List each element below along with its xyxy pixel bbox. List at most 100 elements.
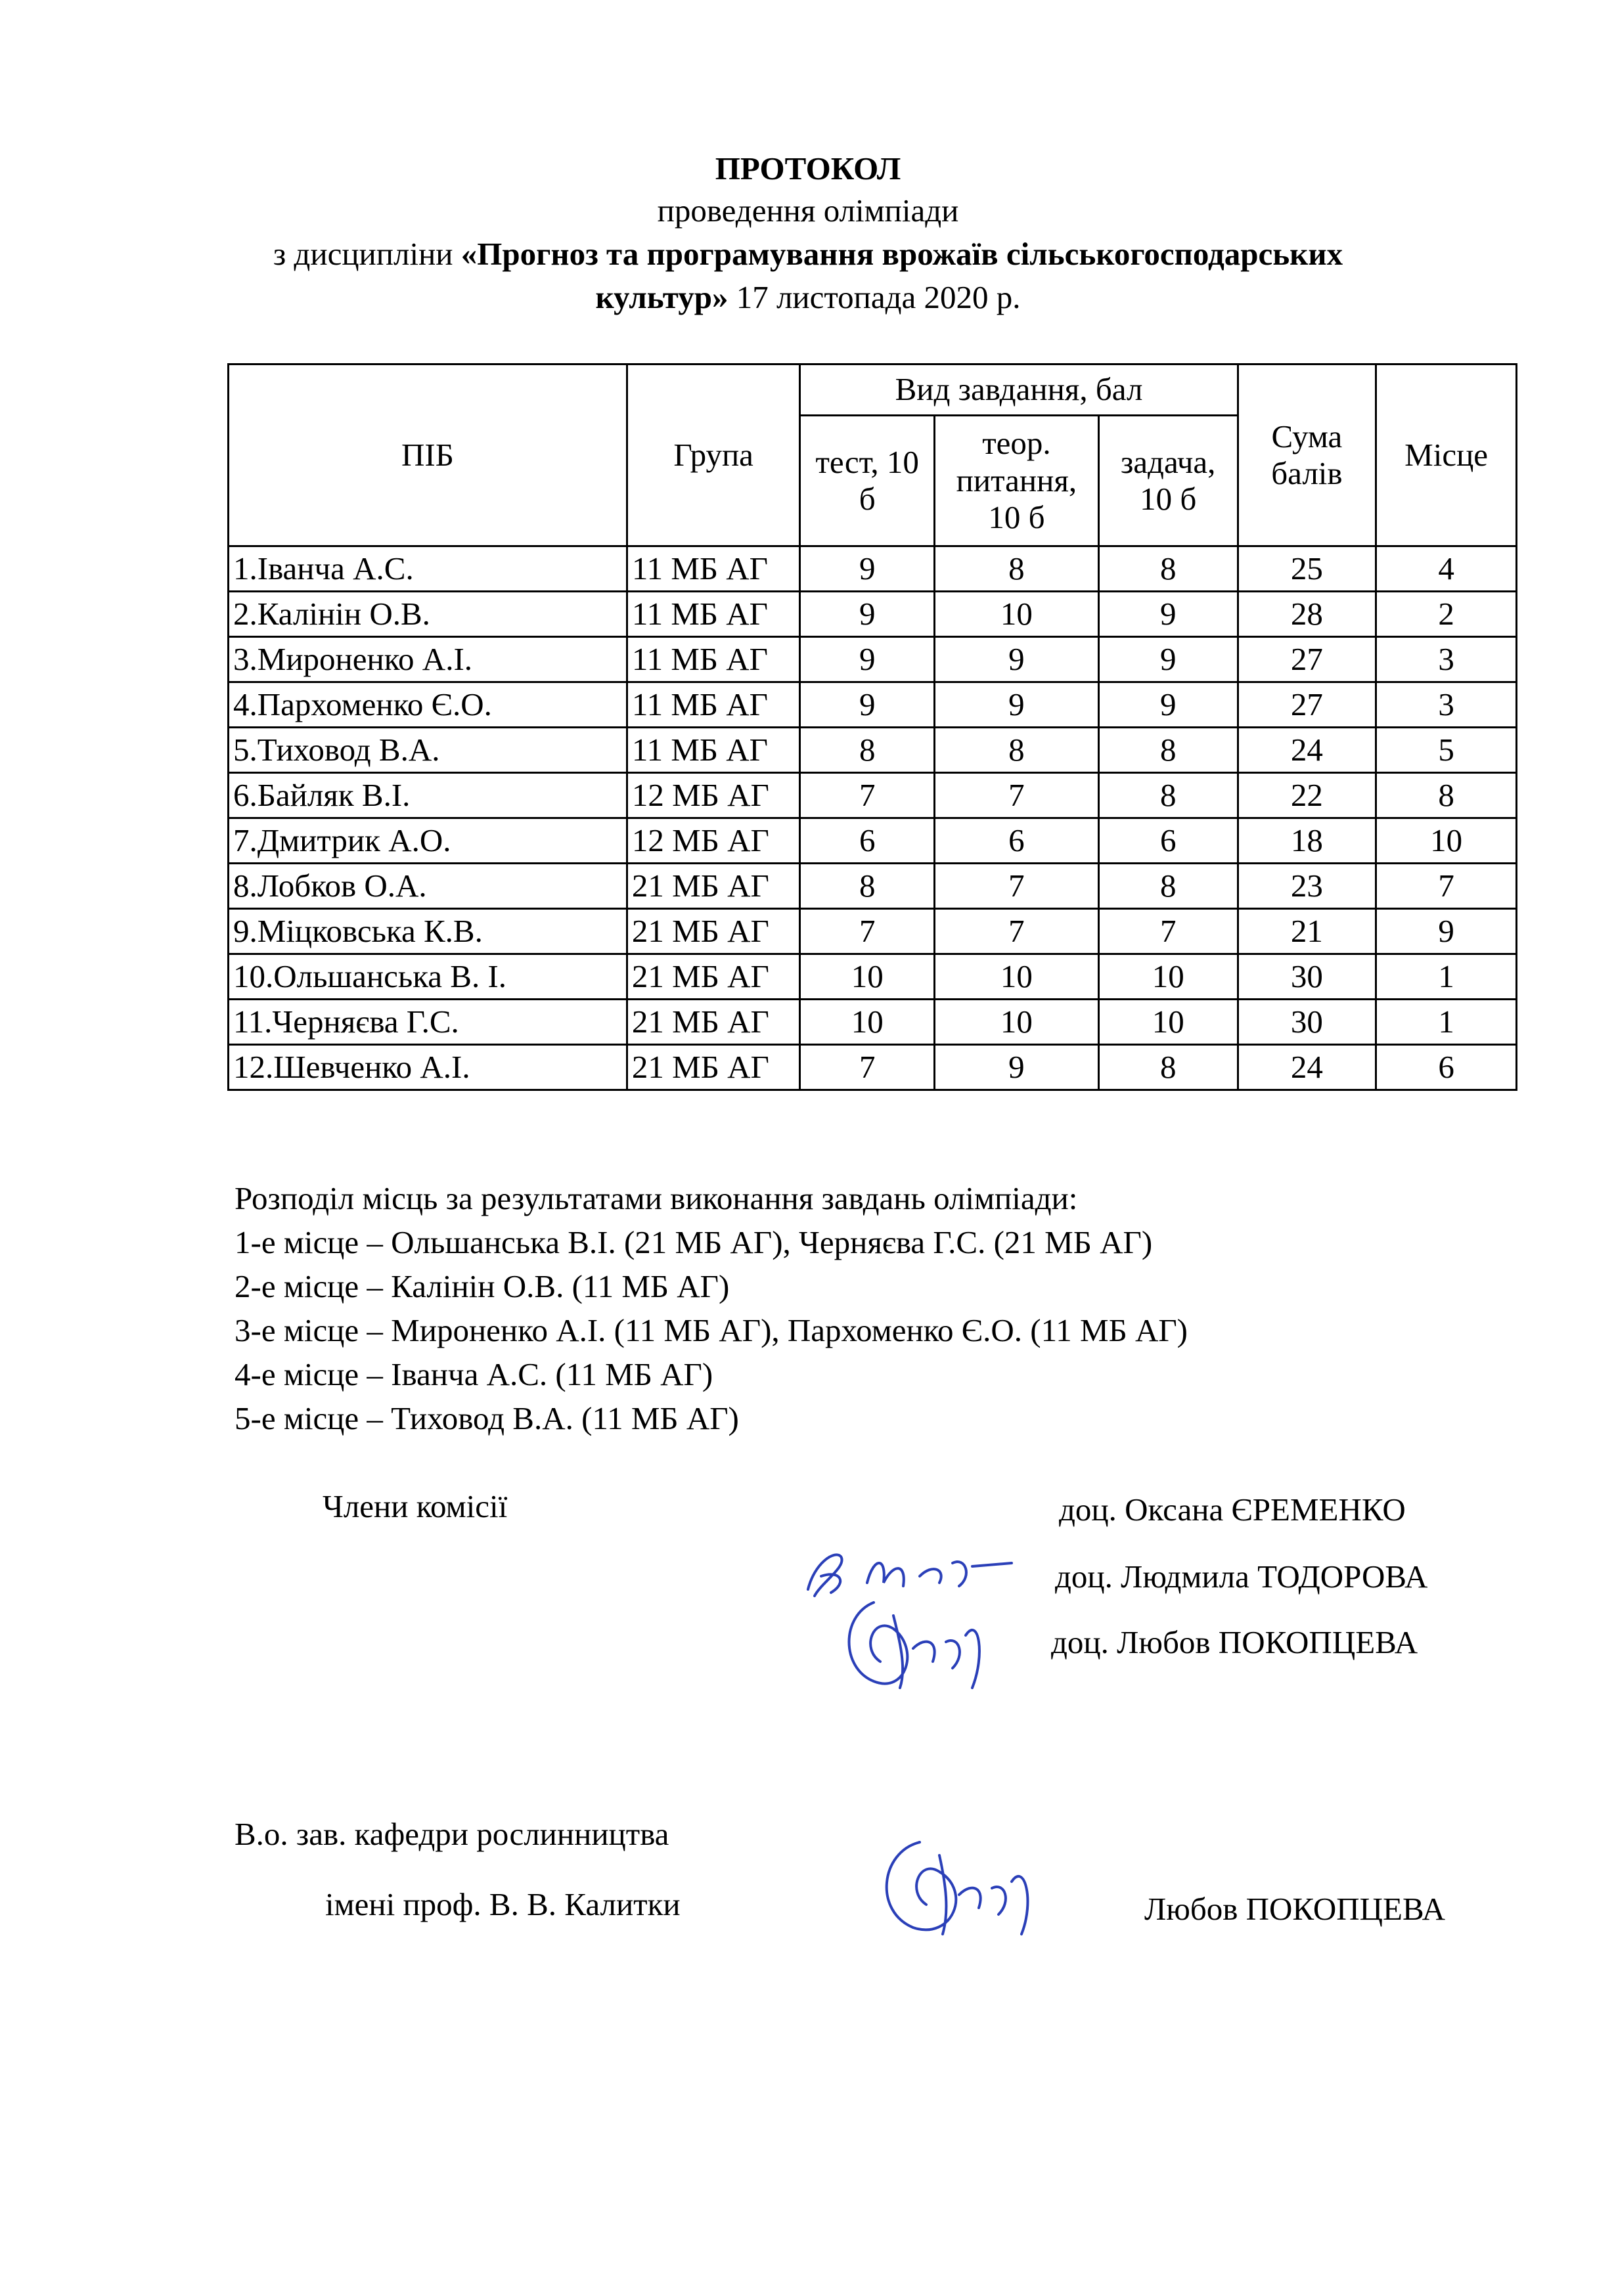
cell-name: 4.Пархоменко Є.О.: [227, 681, 628, 728]
cell-total: 25: [1236, 545, 1378, 592]
cell-group: 12 МБ АГ: [625, 817, 801, 864]
cell-place: 1: [1375, 998, 1517, 1046]
cell-test: 9: [799, 636, 936, 683]
cell-name: 1.Іванча А.С.: [227, 545, 628, 592]
cell-test: 9: [799, 590, 936, 638]
head-name: Любов ПОКОПЦЕВА: [1144, 1891, 1445, 1927]
header-test: тест, 10 б: [799, 414, 936, 547]
cell-problem: 9: [1097, 681, 1239, 728]
cell-total: 30: [1236, 953, 1378, 1000]
cell-total: 27: [1236, 681, 1378, 728]
cell-theory: 8: [933, 545, 1100, 592]
cell-problem: 6: [1097, 817, 1239, 864]
cell-place: 8: [1375, 772, 1517, 819]
cell-theory: 9: [933, 1044, 1100, 1091]
cell-theory: 9: [933, 636, 1100, 683]
doc-title: ПРОТОКОЛ: [715, 150, 901, 187]
cell-theory: 7: [933, 908, 1100, 955]
cell-place: 2: [1375, 590, 1517, 638]
cell-group: 12 МБ АГ: [625, 772, 801, 819]
table-row: 10.Ольшанська В. І. 21 МБ АГ 10 10 10 30 1: [227, 953, 1517, 1000]
cell-place: 7: [1375, 862, 1517, 910]
commission-member: доц. Любов ПОКОПЦЕВА: [1051, 1624, 1418, 1660]
header-theory: теор. питання, 10 б: [933, 414, 1100, 547]
cell-test: 7: [799, 908, 936, 955]
cell-group: 11 МБ АГ: [625, 636, 801, 683]
cell-total: 18: [1236, 817, 1378, 864]
commission-label: Члени комісії: [323, 1488, 508, 1524]
cell-test: 9: [799, 545, 936, 592]
table-row: 5.Тиховод В.А. 11 МБ АГ 8 8 8 24 5: [227, 726, 1517, 774]
cell-test: 7: [799, 772, 936, 819]
discipline-name: «Прогноз та програмування врожаїв сільсь…: [460, 236, 1343, 272]
cell-test: 10: [799, 953, 936, 1000]
cell-name: 9.Міцковська К.В.: [227, 908, 628, 955]
head-title-cont: імені проф. В. В. Калитки: [325, 1886, 681, 1922]
cell-theory: 9: [933, 681, 1100, 728]
signature-pokoptseva: [847, 1601, 981, 1689]
table-row: 2.Калінін О.В. 11 МБ АГ 9 10 9 28 2: [227, 590, 1517, 638]
signature-head: [885, 1841, 1029, 1935]
cell-problem: 9: [1097, 636, 1239, 683]
table-row: 9.Міцковська К.В. 21 МБ АГ 7 7 7 21 9: [227, 908, 1517, 955]
summary-line: 4-е місце – Іванча А.С. (11 МБ АГ): [235, 1356, 713, 1392]
cell-theory: 10: [933, 590, 1100, 638]
olympiad-date: 17 листопада 2020 р.: [728, 279, 1021, 315]
cell-place: 3: [1375, 681, 1517, 728]
cell-theory: 7: [933, 862, 1100, 910]
cell-total: 21: [1236, 908, 1378, 955]
cell-name: 11.Черняєва Г.С.: [227, 998, 628, 1046]
cell-group: 21 МБ АГ: [625, 998, 801, 1046]
cell-group: 11 МБ АГ: [625, 545, 801, 592]
cell-group: 11 МБ АГ: [625, 726, 801, 774]
cell-test: 10: [799, 998, 936, 1046]
commission-member: доц. Оксана ЄРЕМЕНКО: [1059, 1491, 1406, 1528]
cell-total: 30: [1236, 998, 1378, 1046]
cell-test: 7: [799, 1044, 936, 1091]
cell-group: 11 МБ АГ: [625, 590, 801, 638]
cell-problem: 8: [1097, 1044, 1239, 1091]
table-row: 7.Дмитрик А.О. 12 МБ АГ 6 6 6 18 10: [227, 817, 1517, 864]
summary-line: 2-е місце – Калінін О.В. (11 МБ АГ): [235, 1268, 730, 1304]
header-total: Сума балів: [1236, 363, 1378, 547]
cell-total: 23: [1236, 862, 1378, 910]
cell-test: 8: [799, 726, 936, 774]
cell-total: 22: [1236, 772, 1378, 819]
table-row: 1.Іванча А.С. 11 МБ АГ 9 8 8 25 4: [227, 545, 1517, 592]
cell-theory: 10: [933, 953, 1100, 1000]
cell-problem: 8: [1097, 545, 1239, 592]
cell-name: 12.Шевченко А.І.: [227, 1044, 628, 1091]
cell-place: 10: [1375, 817, 1517, 864]
cell-name: 3.Мироненко А.І.: [227, 636, 628, 683]
discipline-line-2: культур» 17 листопада 2020 р.: [0, 278, 1616, 316]
summary-line: 3-е місце – Мироненко А.І. (11 МБ АГ), П…: [235, 1312, 1188, 1348]
summary-line: 1-е місце – Ольшанська В.І. (21 МБ АГ), …: [235, 1224, 1153, 1260]
cell-test: 8: [799, 862, 936, 910]
cell-place: 3: [1375, 636, 1517, 683]
table-row: 8.Лобков О.А. 21 МБ АГ 8 7 8 23 7: [227, 862, 1517, 910]
cell-name: 2.Калінін О.В.: [227, 590, 628, 638]
cell-total: 28: [1236, 590, 1378, 638]
results-table: ПІБ Група Вид завдання, бал Сума балів М…: [227, 363, 1517, 1091]
cell-problem: 10: [1097, 998, 1239, 1046]
discipline-line-1: з дисципліни «Прогноз та програмування в…: [0, 235, 1616, 273]
cell-total: 27: [1236, 636, 1378, 683]
cell-total: 24: [1236, 1044, 1378, 1091]
cell-group: 21 МБ АГ: [625, 953, 801, 1000]
cell-group: 21 МБ АГ: [625, 908, 801, 955]
cell-test: 9: [799, 681, 936, 728]
cell-place: 4: [1375, 545, 1517, 592]
cell-name: 7.Дмитрик А.О.: [227, 817, 628, 864]
discipline-name-end: культур»: [595, 279, 729, 315]
header-task-type: Вид завдання, бал: [799, 363, 1239, 416]
header-group: Група: [625, 363, 801, 547]
cell-place: 1: [1375, 953, 1517, 1000]
cell-theory: 10: [933, 998, 1100, 1046]
doc-subtitle: проведення олімпіади: [657, 192, 959, 229]
cell-group: 21 МБ АГ: [625, 1044, 801, 1091]
discipline-prefix: з дисципліни: [273, 236, 461, 272]
cell-total: 24: [1236, 726, 1378, 774]
cell-name: 5.Тиховод В.А.: [227, 726, 628, 774]
cell-theory: 8: [933, 726, 1100, 774]
cell-problem: 7: [1097, 908, 1239, 955]
